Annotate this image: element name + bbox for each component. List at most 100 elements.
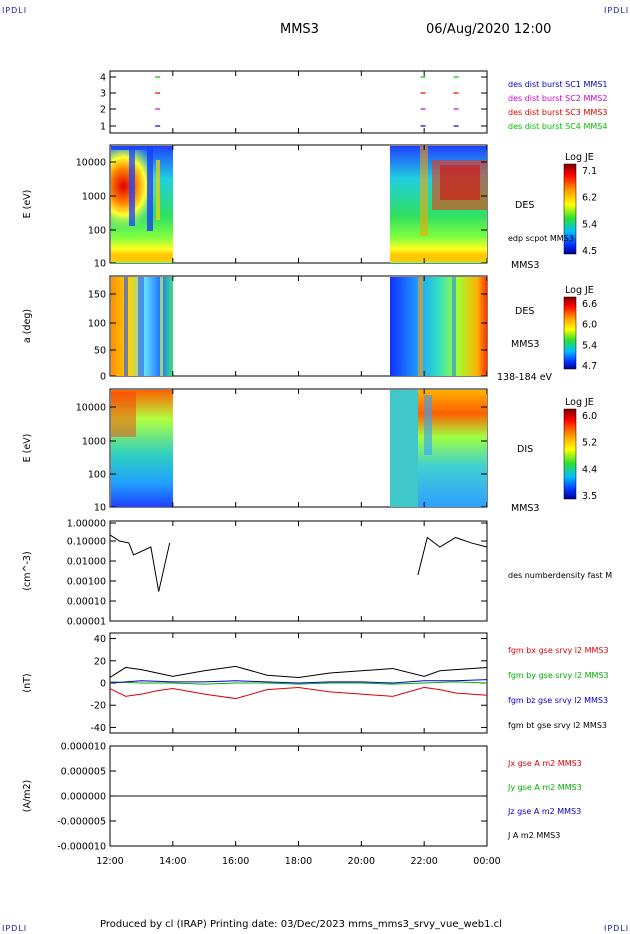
- des-pitch-colorbar-title: Log JE: [565, 285, 594, 296]
- des-pitch-ylabel: a (deg): [22, 309, 33, 343]
- bfield-series-line: [109, 679, 488, 684]
- burst-ytick-label: 1: [100, 122, 106, 133]
- des-energy-colorbar-tick: 7.1: [582, 166, 597, 177]
- des-energy-spectrogram: [111, 146, 487, 263]
- bfield-ytick-label: -20: [90, 701, 106, 712]
- density-ytick-label: 0.00010: [67, 597, 106, 608]
- des-energy-colorbar-tick: 6.2: [582, 193, 597, 204]
- panel-frame-density: [109, 520, 488, 622]
- time-tick-label: 12:00: [96, 856, 123, 867]
- bfield-legend-entry: fgm bx gse srvy l2 MMS3: [508, 646, 609, 655]
- des-pitch-colorbar-tick: 5.4: [582, 340, 597, 351]
- bfield-series-line: [109, 665, 488, 678]
- des-energy-ytick-label: 1000: [82, 192, 106, 203]
- des-energy-colorbar-tick: 4.5: [582, 246, 597, 257]
- corner-mark-top-left: IPDLI: [2, 6, 28, 15]
- dis-energy-ytick-label: 10000: [76, 403, 106, 414]
- current-ytick-label: -0.000005: [57, 817, 106, 828]
- current-ytick-label: -0.000010: [57, 842, 106, 853]
- des-energy-ytick-label: 100: [88, 226, 106, 237]
- dis-energy-label: DIS: [517, 444, 533, 455]
- time-tick-label: 22:00: [410, 856, 437, 867]
- density-series-line: [109, 534, 171, 592]
- des-energy-sc-label: MMS3: [511, 260, 539, 271]
- des-energy-ytick-label: 10000: [76, 158, 106, 169]
- overlay-label: edp scpot MMS3: [508, 234, 574, 243]
- energy-range-label: 138-184 eV: [497, 372, 553, 383]
- dis-energy-ytick-label: 1000: [82, 437, 106, 448]
- dis-energy-spectrogram: [111, 390, 487, 507]
- dis-energy-colorbar-tick: 6.0: [582, 411, 597, 422]
- des-pitch-ytick-label: 50: [94, 346, 106, 357]
- des-pitch-ytick-label: 150: [88, 290, 106, 301]
- time-tick-label: 14:00: [159, 856, 186, 867]
- current-ytick-label: 0.000010: [61, 742, 106, 753]
- burst-legend-entry: des dist burst SC3 MMS3: [508, 108, 607, 117]
- dis-energy-colorbar-tick: 4.4: [582, 464, 597, 475]
- burst-legend-entry: des dist burst SC4 MMS4: [508, 122, 607, 131]
- density-ytick-label: 1.00000: [67, 519, 106, 530]
- des-pitch-ytick-label: 100: [88, 319, 106, 330]
- des-pitch-colorbar-tick: 6.0: [582, 320, 597, 331]
- burst-ytick-label: 2: [100, 105, 106, 116]
- burst-ytick-label: 3: [100, 89, 106, 100]
- dis-energy-sc-label: MMS3: [511, 503, 539, 514]
- dis-energy-ytick-label: 100: [88, 470, 106, 481]
- des-energy-colorbar-title: Log JE: [565, 152, 594, 163]
- des-pitch-sc-label: MMS3: [511, 339, 539, 350]
- bfield-ylabel: (nT): [22, 673, 33, 692]
- des-energy-ylabel: E (eV): [22, 190, 33, 219]
- burst-legend-entry: des dist burst SC1 MMS1: [508, 80, 607, 89]
- corner-mark-bottom-left: IPDLI: [2, 924, 28, 933]
- current-ytick-label: 0.000005: [61, 767, 106, 778]
- density-ytick-label: 0.01000: [67, 557, 106, 568]
- time-tick-label: 16:00: [222, 856, 249, 867]
- bfield-ytick-label: 40: [94, 634, 106, 645]
- des-pitch-colorbar-tick: 6.6: [582, 299, 597, 310]
- datetime-title: 06/Aug/2020 12:00: [426, 22, 552, 37]
- dis-energy-colorbar-tick: 3.5: [582, 491, 597, 502]
- current-legend-entry: J A m2 MMS3: [507, 831, 560, 840]
- dis-energy-colorbar-title: Log JE: [565, 397, 594, 408]
- current-legend-entry: Jx gse A m2 MMS3: [507, 759, 582, 768]
- des-energy-colorbar-tick: 5.4: [582, 219, 597, 230]
- current-ylabel: (A/m2): [22, 780, 33, 812]
- bfield-legend-entry: fgm bz gse srvy l2 MMS3: [508, 696, 608, 705]
- density-ytick-label: 0.10000: [67, 537, 106, 548]
- current-legend-entry: Jz gse A m2 MMS3: [507, 807, 581, 816]
- des-pitch-colorbar-tick: 4.7: [582, 361, 597, 372]
- des-energy-ytick-label: 10: [94, 259, 106, 270]
- corner-mark-bottom-right: IPDLI: [604, 924, 630, 933]
- bfield-legend-entry: fgm by gse srvy l2 MMS3: [508, 671, 609, 680]
- burst-legend-entry: des dist burst SC2 MMS2: [508, 94, 607, 103]
- burst-ytick-label: 4: [100, 73, 106, 84]
- des-pitch-label: DES: [515, 306, 534, 317]
- time-tick-label: 20:00: [348, 856, 375, 867]
- colorbars: [563, 163, 577, 500]
- density-series-line: [417, 536, 488, 576]
- des-pitch-ytick-label: 0: [100, 372, 106, 383]
- des-energy-label: DES: [515, 200, 534, 211]
- current-legend-entry: Jy gse A m2 MMS3: [507, 783, 582, 792]
- panel-frame-burst: [109, 70, 488, 134]
- bfield-ytick-label: -40: [90, 723, 106, 734]
- spacecraft-title: MMS3: [280, 22, 319, 37]
- bfield-ytick-label: 0: [100, 679, 106, 690]
- density-ylabel: (cm^-3): [22, 551, 33, 590]
- density-ytick-label: 0.00100: [67, 577, 106, 588]
- corner-mark-top-right: IPDLI: [604, 6, 630, 15]
- time-tick-label: 00:00: [473, 856, 500, 867]
- bfield-series-line: [109, 681, 488, 685]
- density-legend-entry: des numberdensity fast M: [508, 571, 612, 580]
- dis-energy-colorbar-tick: 5.2: [582, 438, 597, 449]
- bfield-legend-entry: fgm bt gse srvy l2 MMS3: [508, 721, 607, 730]
- dis-energy-ylabel: E (eV): [22, 434, 33, 463]
- current-ytick-label: 0.000000: [61, 792, 106, 803]
- density-ytick-label: 0.00001: [67, 617, 106, 628]
- des-pitch-spectrogram: [111, 277, 487, 376]
- bfield-ytick-label: 20: [94, 656, 106, 667]
- footer-text: Produced by cl (IRAP) Printing date: 03/…: [100, 919, 502, 930]
- dis-energy-ytick-label: 10: [94, 503, 106, 514]
- bfield-series-line: [109, 686, 488, 700]
